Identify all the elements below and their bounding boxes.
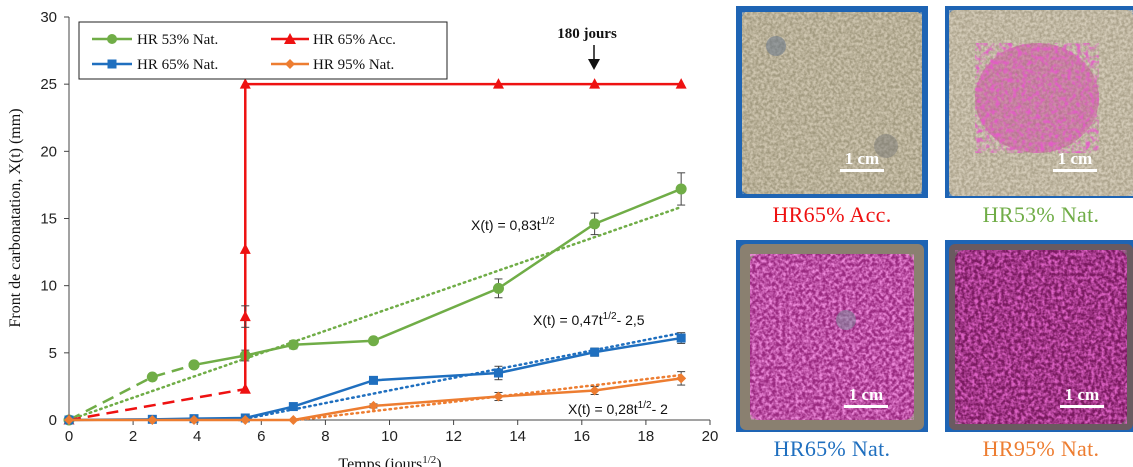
data-point	[288, 402, 298, 412]
data-point	[368, 400, 379, 411]
sample-photo-hr53-nat	[945, 6, 1133, 198]
data-point	[492, 78, 504, 89]
svg-text:HR 95% Nat.: HR 95% Nat.	[313, 57, 394, 73]
svg-text:HR 65% Acc.: HR 65% Acc.	[313, 32, 396, 48]
y-tick-label: 30	[40, 9, 57, 26]
data-point	[288, 415, 299, 425]
data-point	[239, 310, 251, 322]
y-tick-label: 20	[40, 143, 57, 160]
series-line	[193, 187, 682, 367]
data-point	[589, 78, 601, 89]
x-tick-label: 18	[638, 428, 655, 445]
scale-bar-4: 1 cm	[1052, 386, 1112, 408]
annotation-arrow	[588, 45, 600, 70]
data-point	[240, 415, 251, 425]
y-axis-label: Front de carbonatation, X(t) (mm)	[7, 108, 24, 327]
x-tick-label: 14	[509, 428, 526, 445]
data-point	[239, 383, 251, 394]
data-point	[493, 368, 503, 378]
chart-axes: 0 2 4 6 8 10 12 14 16 18 20 0 5 10 15 20 25 30	[40, 9, 718, 445]
legend: HR 53% Nat. HR 65% Acc. HR 65% Nat. HR 9…	[78, 21, 448, 80]
scale-bar-3: 1 cm	[836, 386, 896, 408]
legend-item-hr65-nat: HR 65% Nat.	[92, 57, 218, 73]
data-point	[239, 243, 251, 254]
annotation-180-jours: 180 jours	[557, 26, 617, 42]
data-point	[239, 78, 251, 89]
legend-item-hr95-nat: HR 95% Nat.	[271, 57, 394, 73]
x-tick-label: 0	[65, 428, 73, 445]
y-tick-label: 10	[40, 278, 57, 295]
sample-photo-hr65-nat	[736, 240, 928, 432]
trendline-blue	[237, 331, 683, 422]
data-point	[368, 375, 378, 385]
y-tick-label: 15	[40, 211, 57, 228]
data-point	[492, 282, 504, 294]
eq-blue: X(t) = 0,47t1/2- 2,5	[533, 311, 645, 328]
legend-item-hr53-nat: HR 53% Nat.	[92, 32, 218, 48]
trendline-green	[67, 205, 683, 422]
x-tick-label: 4	[193, 428, 201, 445]
photo-label-hr53-nat: HR53% Nat.	[982, 202, 1100, 227]
x-tick-label: 6	[257, 428, 265, 445]
y-tick-label: 5	[49, 345, 57, 362]
dashed-segment	[68, 387, 246, 422]
y-tick-label: 25	[40, 76, 57, 93]
y-tick-label: 0	[49, 412, 57, 429]
series-orange	[64, 371, 687, 425]
data-point	[589, 218, 601, 230]
photo-label-hr65-acc: HR65% Acc.	[772, 202, 892, 227]
data-point	[287, 339, 299, 351]
data-series	[63, 78, 687, 426]
svg-text:HR 65% Nat.: HR 65% Nat.	[137, 57, 218, 73]
sample-photo-hr95-nat	[945, 240, 1133, 432]
data-point	[675, 183, 687, 195]
data-point	[188, 359, 200, 371]
photo-label-hr65-nat: HR65% Nat.	[773, 436, 891, 461]
dashed-segment	[68, 363, 195, 422]
x-tick-label: 12	[445, 428, 462, 445]
scale-bar-1: 1 cm	[832, 150, 892, 172]
data-point	[64, 415, 74, 425]
data-point	[676, 333, 686, 343]
data-point	[675, 78, 687, 89]
data-point	[589, 385, 600, 396]
carbonation-chart: 0 2 4 6 8 10 12 14 16 18 20 0 5 10 15 20 25 30 X(t) = 0,8…	[7, 9, 718, 467]
sample-photo-hr65-acc	[736, 6, 928, 198]
x-tick-label: 16	[573, 428, 590, 445]
photo-label-hr95-nat: HR95% Nat.	[982, 436, 1100, 461]
data-point	[147, 415, 158, 425]
eq-green: X(t) = 0,83t1/2	[471, 216, 555, 233]
data-point	[146, 371, 158, 383]
x-tick-label: 10	[381, 428, 398, 445]
x-tick-label: 8	[321, 428, 329, 445]
series-red	[63, 78, 687, 425]
data-point	[367, 335, 379, 347]
x-tick-label: 2	[129, 428, 137, 445]
svg-text:HR 53% Nat.: HR 53% Nat.	[137, 32, 218, 48]
data-point	[676, 373, 687, 384]
data-point	[493, 391, 504, 402]
eq-orange: X(t) = 0,28t1/2- 2	[568, 400, 668, 417]
scale-bar-2: 1 cm	[1045, 150, 1105, 172]
x-tick-label: 20	[702, 428, 719, 445]
data-point	[188, 415, 199, 425]
x-axis-label: Temps (jours1/2)	[338, 454, 441, 467]
data-point	[590, 347, 600, 357]
legend-item-hr65-acc: HR 65% Acc.	[271, 32, 396, 48]
